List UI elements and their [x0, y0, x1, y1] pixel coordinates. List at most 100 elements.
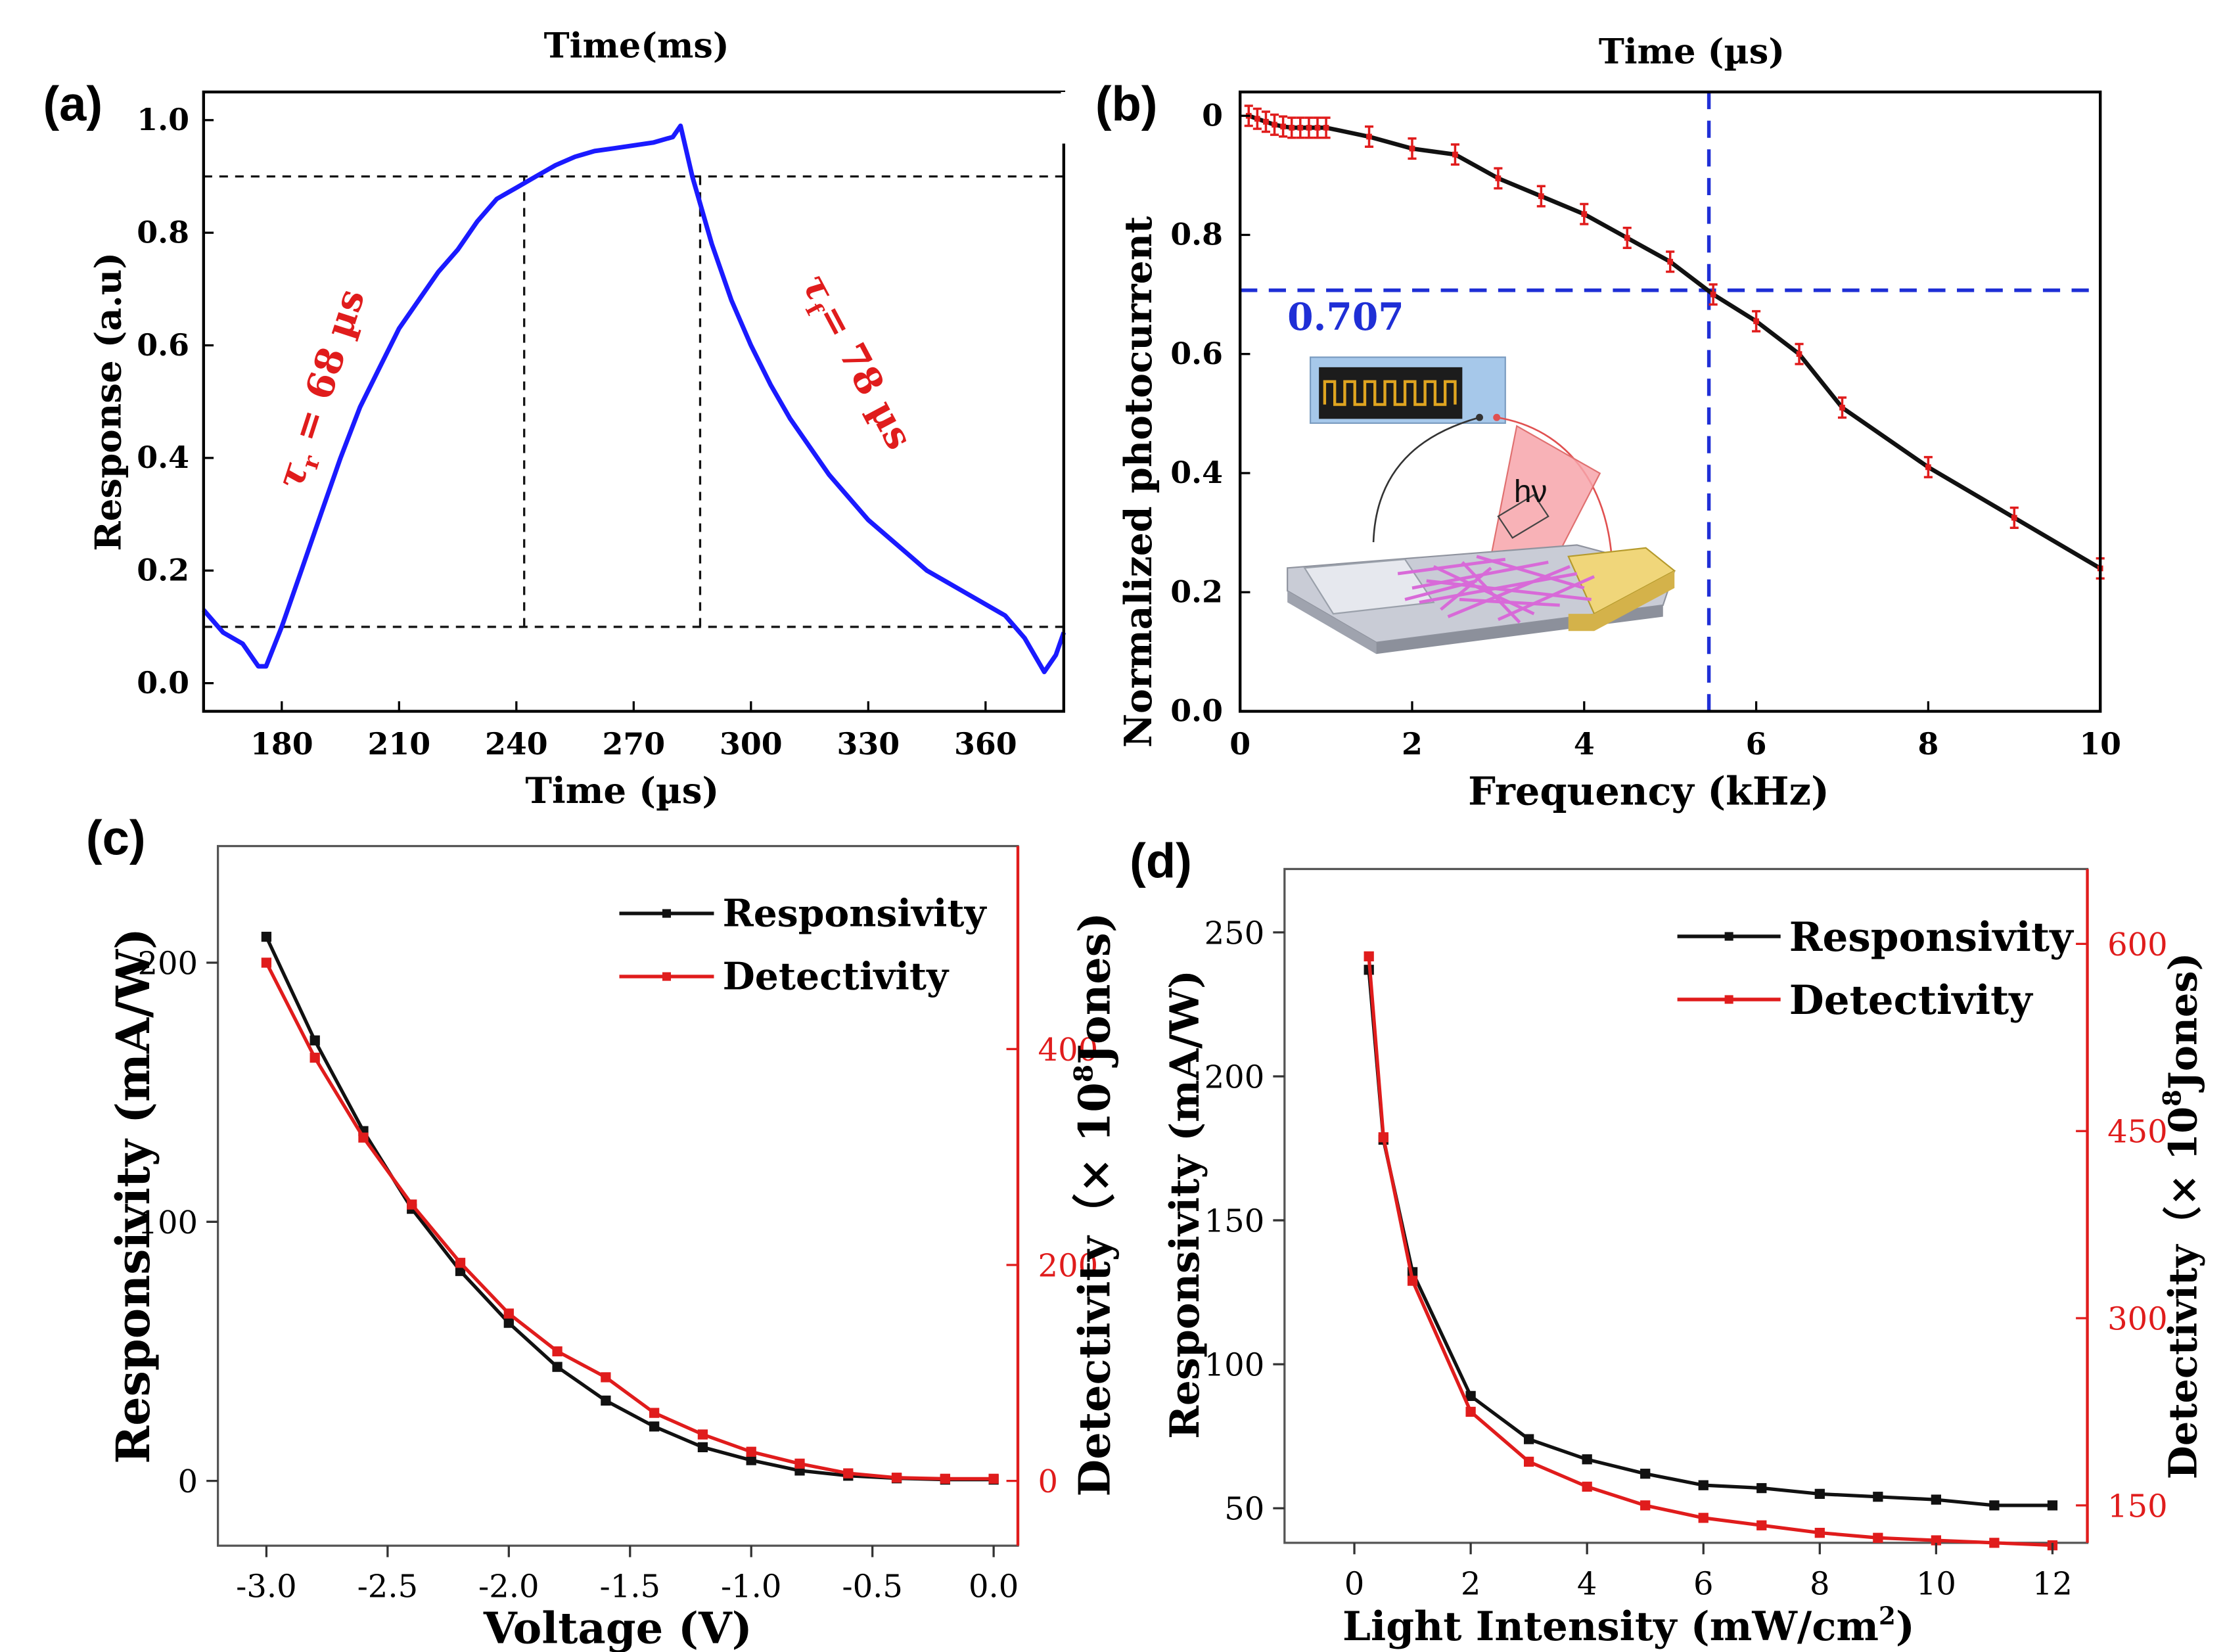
detectivity-point: [1989, 1538, 2000, 1548]
chart-b-frame: [1238, 90, 2102, 713]
y-right-tick-label: 450: [2107, 1114, 2168, 1151]
panel-b: (b) Time (µs) hν: [1095, 32, 2121, 814]
x-tick-label: -1.5: [599, 1569, 660, 1605]
detectivity-point: [455, 1258, 466, 1268]
chart-d-xlabel: Light Intensity (mW/cm2): [1342, 1601, 1915, 1650]
detectivity-point: [552, 1346, 562, 1357]
chart-d-plot: [1364, 951, 2058, 1551]
nanowire: [1476, 555, 1585, 590]
y-right-tick-label: 300: [2107, 1301, 2168, 1338]
detectivity-point: [261, 957, 272, 968]
y-tick-label: 0.0: [137, 665, 189, 700]
chart-b-inset: hν: [1287, 356, 1676, 654]
x-tick-label: 330: [837, 726, 900, 762]
x-tick-label: 6: [1693, 1565, 1714, 1602]
data-point: [1796, 351, 1802, 357]
data-point: [1280, 124, 1286, 129]
data-point: [1667, 258, 1674, 265]
data-point: [1289, 124, 1295, 131]
x-tick-label: 8: [1917, 726, 1938, 762]
detectivity-point: [1698, 1513, 1709, 1523]
y-tick-label: 100: [1204, 1347, 1265, 1384]
data-point: [1366, 133, 1372, 140]
y-tick-label: 0: [178, 1463, 198, 1500]
xlabel-main: Light Intensity (mW/cm: [1342, 1603, 1879, 1650]
y-tick-label: 200: [1204, 1059, 1265, 1095]
data-point: [1254, 116, 1260, 122]
data-point: [1297, 124, 1304, 131]
x-tick-label: 300: [720, 726, 783, 762]
data-point: [1495, 175, 1502, 181]
detectivity-point: [891, 1473, 902, 1483]
inset-hv-label: hν: [1514, 474, 1548, 509]
chart-c-right-ticks: 0 200 400: [1006, 1032, 1099, 1500]
chart-c-y-ticks: 0 100 200: [137, 945, 218, 1500]
chart-d-right-ticks: 150 300 450 600: [2076, 927, 2168, 1525]
data-point: [1272, 122, 1277, 128]
detectivity-point: [746, 1446, 756, 1457]
chart-a-title: Time(ms): [544, 26, 729, 66]
chart-a-y-ticks: 0.0 0.2 0.4 0.6 0.8 1.0: [137, 102, 214, 700]
x-tick-label: 2: [1402, 726, 1423, 762]
responsivity-line: [1367, 969, 2053, 1507]
chart-d-legend: Responsivity Detectivity: [1677, 914, 2074, 1024]
chart-a-x-ticks: 180 210 240 270 300 330 360: [250, 701, 1017, 762]
y-tick-label: 0.4: [1170, 455, 1223, 490]
detectivity-point: [1931, 1535, 1942, 1546]
y-right-tick-label: 600: [2107, 927, 2168, 963]
xlabel-sup: 2: [1879, 1601, 1896, 1630]
legend-label-responsivity: Responsivity: [1789, 914, 2074, 961]
panel-d: (d) 0 2 4 6 8 10 12 50 100 150 200 250 150 300 450 60…: [1130, 834, 2205, 1651]
data-point: [1314, 124, 1321, 131]
response-curve: [202, 123, 1067, 674]
data-point: [1624, 235, 1630, 241]
panel-label-c: (c): [86, 811, 146, 865]
x-tick-label: 2: [1461, 1565, 1481, 1602]
nanowire: [1433, 564, 1535, 616]
detectivity-line: [1367, 956, 2053, 1548]
responsivity-point: [1989, 1500, 2000, 1511]
responsivity-point: [697, 1442, 708, 1453]
responsivity-point: [649, 1421, 660, 1432]
y-tick-label: 100: [137, 1205, 198, 1241]
x-tick-label: 4: [1574, 726, 1595, 762]
responsivity-point: [746, 1455, 756, 1465]
x-tick-label: 360: [954, 726, 1017, 762]
chart-d-x-ticks: 0 2 4 6 8 10 12: [1344, 1542, 2073, 1602]
panel-label-b: (b): [1095, 77, 1158, 131]
legend-label-detectivity: Detectivity: [1789, 977, 2033, 1024]
detectivity-point: [988, 1473, 999, 1484]
x-tick-label: 10: [2079, 726, 2121, 762]
y-tick-label: 0.2: [1170, 574, 1223, 609]
y-tick-label: 0: [1202, 97, 1223, 133]
nanowire: [1461, 561, 1521, 624]
data-point: [1839, 404, 1845, 411]
y-tick-label: 250: [1204, 915, 1265, 952]
detectivity-point: [1582, 1481, 1592, 1492]
panel-label-a: (a): [43, 77, 103, 131]
data-point: [1323, 124, 1329, 131]
detectivity-point: [407, 1199, 417, 1210]
x-tick-label: 270: [603, 726, 666, 762]
data-point: [1409, 145, 1415, 152]
y-right-tick-label: 0: [1038, 1463, 1059, 1500]
chart-b-y-ticks: 0.0 0.2 0.4 0.6 0.8 0: [1170, 97, 1250, 729]
chart-c-xlabel: Voltage (V): [483, 1604, 752, 1652]
y-tick-label: 0.6: [1170, 336, 1223, 371]
x-tick-label: 0: [1229, 726, 1250, 762]
detectivity-point: [1814, 1528, 1825, 1538]
y-right-tick-label: 400: [1038, 1032, 1099, 1068]
ylabel-right-main: Detectivity（× 10: [1070, 1082, 1120, 1496]
y-tick-label: 0.0: [1170, 693, 1223, 729]
detectivity-point: [649, 1408, 660, 1418]
data-point: [1710, 291, 1716, 298]
substrate-side: [1287, 591, 1377, 654]
ylabel-right-sup: 8: [1068, 1065, 1099, 1082]
responsivity-point: [1582, 1454, 1592, 1465]
detectivity-point: [843, 1468, 854, 1479]
chart-d-ylabel: Responsivity (mA/W): [1162, 970, 1208, 1439]
detectivity-point: [503, 1308, 514, 1319]
detectivity-point: [1640, 1500, 1651, 1511]
